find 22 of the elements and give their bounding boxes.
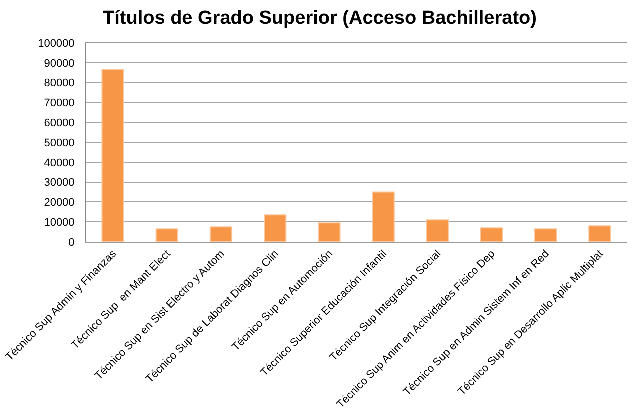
bar: [534, 228, 558, 242]
y-tick-label: 10000: [44, 216, 75, 229]
chart-title: Títulos de Grado Superior (Acceso Bachillerato): [103, 8, 537, 29]
bar: [156, 228, 178, 242]
bar: [264, 214, 287, 242]
bar: [426, 220, 449, 242]
bar: [210, 226, 233, 242]
y-tick-label: 70000: [44, 98, 75, 110]
bar: [588, 226, 612, 242]
y-tick-label: 20000: [44, 197, 75, 210]
y-tick-label: 30000: [44, 177, 75, 190]
y-tick-label: 90000: [44, 58, 75, 70]
bar: [318, 222, 341, 242]
y-tick-label: 40000: [44, 157, 75, 170]
y-tick-label: 50000: [44, 137, 75, 150]
y-tick-label: 80000: [44, 78, 75, 90]
bar: [372, 192, 395, 242]
y-tick-label: 60000: [44, 117, 75, 130]
y-tick-label: 100000: [38, 38, 75, 50]
bar: [102, 69, 124, 242]
bar: [480, 228, 504, 242]
y-tick-label: 0: [68, 236, 75, 249]
